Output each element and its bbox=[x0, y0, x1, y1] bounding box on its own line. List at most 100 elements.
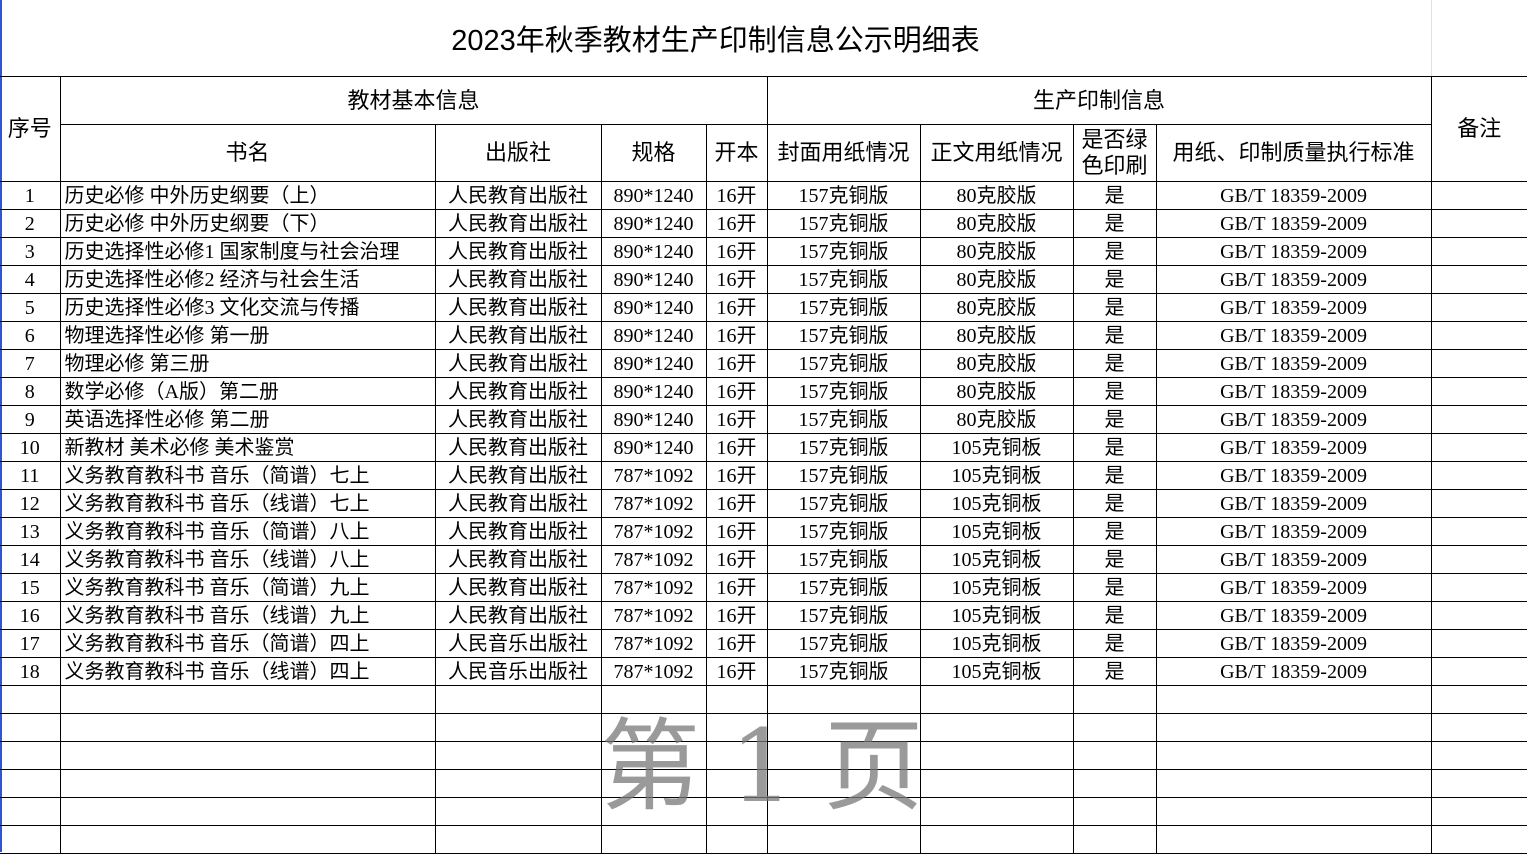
cell-format[interactable]: 16开 bbox=[705, 321, 768, 350]
cell-publisher[interactable]: 人民教育出版社 bbox=[434, 209, 602, 238]
cell-remark[interactable] bbox=[1430, 293, 1527, 322]
cell-publisher[interactable]: 人民教育出版社 bbox=[434, 405, 602, 434]
cell-format[interactable] bbox=[705, 713, 768, 742]
cell-publisher[interactable]: 人民教育出版社 bbox=[434, 321, 602, 350]
cell-publisher[interactable] bbox=[434, 825, 602, 854]
cell-spec[interactable]: 787*1092 bbox=[600, 601, 707, 630]
cell-cover-paper[interactable]: 157克铜版 bbox=[766, 181, 921, 210]
cell-book[interactable]: 历史选择性必修2 经济与社会生活 bbox=[59, 265, 436, 294]
cell-green[interactable]: 是 bbox=[1072, 181, 1157, 210]
cell-cover-paper[interactable] bbox=[766, 797, 921, 826]
cell-publisher[interactable]: 人民教育出版社 bbox=[434, 601, 602, 630]
cell-spec[interactable]: 787*1092 bbox=[600, 489, 707, 518]
cell-cover-paper[interactable] bbox=[766, 685, 921, 714]
cell-remark[interactable] bbox=[1430, 741, 1527, 770]
cell-remark[interactable] bbox=[1430, 181, 1527, 210]
header-book[interactable]: 书名 bbox=[59, 124, 436, 182]
cell-cover-paper[interactable]: 157克铜版 bbox=[766, 293, 921, 322]
cell-standard[interactable]: GB/T 18359-2009 bbox=[1155, 209, 1432, 238]
cell-green[interactable]: 是 bbox=[1072, 377, 1157, 406]
cell-publisher[interactable] bbox=[434, 685, 602, 714]
cell-format[interactable] bbox=[705, 797, 768, 826]
header-seq[interactable]: 序号 bbox=[0, 76, 61, 182]
cell-format[interactable]: 16开 bbox=[705, 181, 768, 210]
cell-format[interactable]: 16开 bbox=[705, 517, 768, 546]
cell-body-paper[interactable]: 80克胶版 bbox=[919, 181, 1074, 210]
cell-format[interactable] bbox=[705, 825, 768, 854]
cell-remark[interactable] bbox=[1430, 657, 1527, 686]
cell-seq[interactable]: 15 bbox=[0, 573, 61, 602]
cell-cover-paper[interactable] bbox=[766, 825, 921, 854]
cell-standard[interactable]: GB/T 18359-2009 bbox=[1155, 573, 1432, 602]
cell-green[interactable]: 是 bbox=[1072, 573, 1157, 602]
cell-format[interactable]: 16开 bbox=[705, 601, 768, 630]
cell-seq[interactable]: 17 bbox=[0, 629, 61, 658]
cell-remark[interactable] bbox=[1430, 321, 1527, 350]
cell-spec[interactable]: 890*1240 bbox=[600, 265, 707, 294]
cell-book[interactable] bbox=[59, 741, 436, 770]
cell-cover-paper[interactable]: 157克铜版 bbox=[766, 629, 921, 658]
cell-seq[interactable]: 16 bbox=[0, 601, 61, 630]
cell-standard[interactable]: GB/T 18359-2009 bbox=[1155, 489, 1432, 518]
cell-body-paper[interactable] bbox=[919, 741, 1074, 770]
cell-green[interactable] bbox=[1072, 741, 1157, 770]
cell-standard[interactable]: GB/T 18359-2009 bbox=[1155, 405, 1432, 434]
cell-seq[interactable]: 6 bbox=[0, 321, 61, 350]
cell-book[interactable] bbox=[59, 713, 436, 742]
cell-spec[interactable]: 890*1240 bbox=[600, 293, 707, 322]
cell-standard[interactable] bbox=[1155, 741, 1432, 770]
cell-remark[interactable] bbox=[1430, 685, 1527, 714]
cell-cover-paper[interactable]: 157克铜版 bbox=[766, 405, 921, 434]
cell-standard[interactable]: GB/T 18359-2009 bbox=[1155, 293, 1432, 322]
cell-cover-paper[interactable]: 157克铜版 bbox=[766, 433, 921, 462]
cell-body-paper[interactable]: 105克铜板 bbox=[919, 489, 1074, 518]
cell-format[interactable]: 16开 bbox=[705, 293, 768, 322]
cell-standard[interactable]: GB/T 18359-2009 bbox=[1155, 629, 1432, 658]
cell-seq[interactable]: 18 bbox=[0, 657, 61, 686]
cell-seq[interactable]: 9 bbox=[0, 405, 61, 434]
cell-publisher[interactable]: 人民音乐出版社 bbox=[434, 657, 602, 686]
header-group-basic[interactable]: 教材基本信息 bbox=[59, 76, 768, 125]
cell-cover-paper[interactable]: 157克铜版 bbox=[766, 517, 921, 546]
cell-book[interactable]: 义务教育教科书 音乐（简谱）四上 bbox=[59, 629, 436, 658]
cell-book[interactable]: 义务教育教科书 音乐（简谱）八上 bbox=[59, 517, 436, 546]
cell-cover-paper[interactable]: 157克铜版 bbox=[766, 461, 921, 490]
cell-cover-paper[interactable]: 157克铜版 bbox=[766, 349, 921, 378]
cell-book[interactable]: 历史选择性必修3 文化交流与传播 bbox=[59, 293, 436, 322]
cell-standard[interactable]: GB/T 18359-2009 bbox=[1155, 657, 1432, 686]
cell-publisher[interactable]: 人民教育出版社 bbox=[434, 517, 602, 546]
cell-standard[interactable]: GB/T 18359-2009 bbox=[1155, 265, 1432, 294]
cell-standard[interactable] bbox=[1155, 797, 1432, 826]
cell-remark[interactable] bbox=[1430, 769, 1527, 798]
cell-seq[interactable]: 14 bbox=[0, 545, 61, 574]
cell-spec[interactable]: 890*1240 bbox=[600, 237, 707, 266]
cell-green[interactable]: 是 bbox=[1072, 461, 1157, 490]
cell-standard[interactable]: GB/T 18359-2009 bbox=[1155, 545, 1432, 574]
cell-seq[interactable] bbox=[0, 825, 61, 854]
cell-publisher[interactable] bbox=[434, 769, 602, 798]
cell-book[interactable]: 义务教育教科书 音乐（简谱）九上 bbox=[59, 573, 436, 602]
cell-remark[interactable] bbox=[1430, 349, 1527, 378]
cell-seq[interactable] bbox=[0, 685, 61, 714]
cell-book[interactable]: 物理选择性必修 第一册 bbox=[59, 321, 436, 350]
cell-book[interactable]: 英语选择性必修 第二册 bbox=[59, 405, 436, 434]
cell-publisher[interactable]: 人民教育出版社 bbox=[434, 265, 602, 294]
cell-standard[interactable]: GB/T 18359-2009 bbox=[1155, 321, 1432, 350]
cell-spec[interactable]: 890*1240 bbox=[600, 405, 707, 434]
cell-seq[interactable]: 8 bbox=[0, 377, 61, 406]
cell-body-paper[interactable]: 105克铜板 bbox=[919, 545, 1074, 574]
cell-publisher[interactable]: 人民教育出版社 bbox=[434, 489, 602, 518]
cell-format[interactable]: 16开 bbox=[705, 461, 768, 490]
cell-remark[interactable] bbox=[1430, 713, 1527, 742]
cell-remark[interactable] bbox=[1430, 601, 1527, 630]
cell-remark[interactable] bbox=[1430, 265, 1527, 294]
header-remark[interactable]: 备注 bbox=[1430, 76, 1527, 182]
cell-body-paper[interactable] bbox=[919, 713, 1074, 742]
cell-book[interactable]: 历史选择性必修1 国家制度与社会治理 bbox=[59, 237, 436, 266]
cell-remark[interactable] bbox=[1430, 405, 1527, 434]
header-group-print[interactable]: 生产印制信息 bbox=[766, 76, 1432, 125]
cell-body-paper[interactable]: 105克铜板 bbox=[919, 601, 1074, 630]
cell-spec[interactable]: 890*1240 bbox=[600, 181, 707, 210]
cell-cover-paper[interactable] bbox=[766, 769, 921, 798]
cell-spec[interactable] bbox=[600, 685, 707, 714]
